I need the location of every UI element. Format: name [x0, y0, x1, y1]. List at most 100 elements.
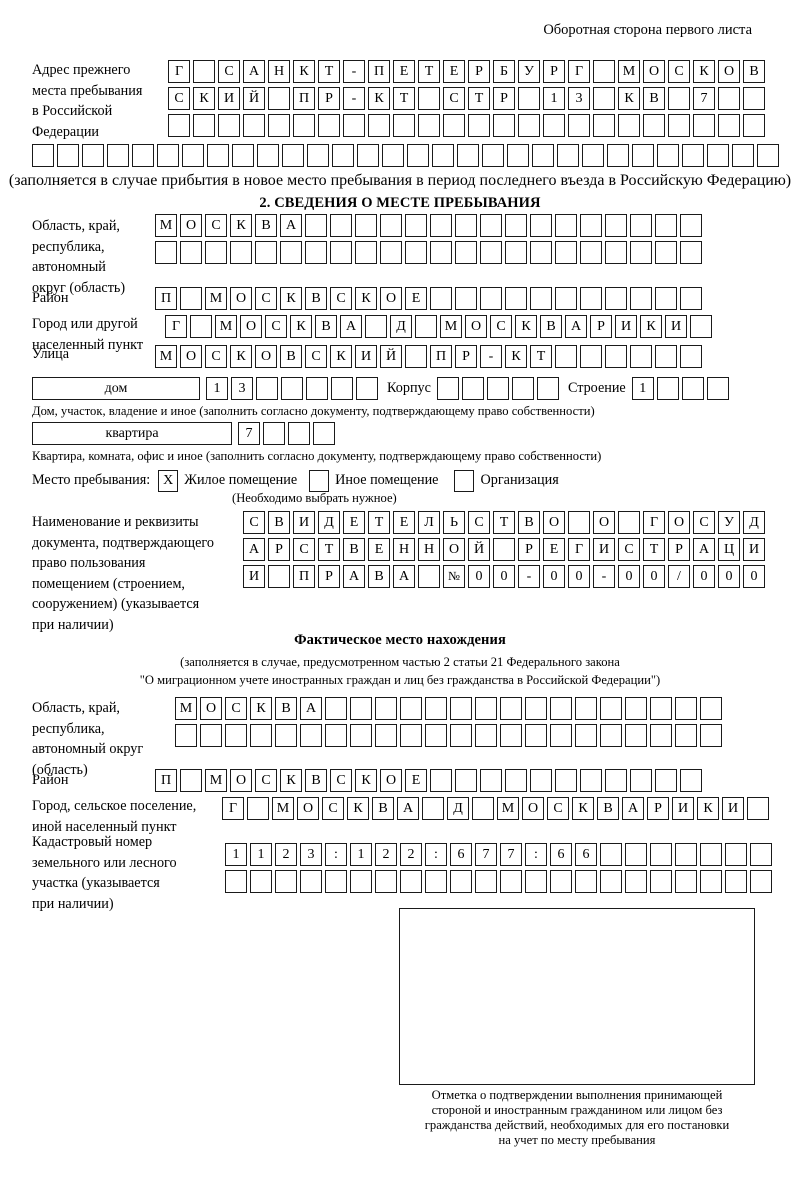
char-cell[interactable]: В	[743, 60, 765, 83]
char-cell[interactable]	[313, 422, 335, 445]
char-cell[interactable]	[675, 724, 697, 747]
char-cell[interactable]	[625, 697, 647, 720]
char-cell[interactable]: О	[380, 287, 402, 310]
char-cell[interactable]	[668, 87, 690, 110]
char-cell[interactable]: Л	[418, 511, 440, 534]
char-cell[interactable]: П	[155, 287, 177, 310]
char-cell[interactable]	[405, 241, 427, 264]
flat-number-cells[interactable]: 7	[238, 422, 338, 445]
char-cell[interactable]: С	[330, 287, 352, 310]
char-cell[interactable]	[375, 697, 397, 720]
char-cell[interactable]	[436, 377, 459, 400]
char-cell[interactable]: Р	[493, 87, 515, 110]
char-cell[interactable]	[555, 769, 577, 792]
char-cell[interactable]	[250, 724, 272, 747]
char-cell[interactable]: Т	[318, 60, 340, 83]
char-cell[interactable]: В	[518, 511, 540, 534]
char-cell[interactable]	[332, 144, 354, 167]
char-cell[interactable]	[455, 214, 477, 237]
char-cell[interactable]: П	[293, 565, 315, 588]
char-cell[interactable]: О	[230, 769, 252, 792]
char-cell[interactable]: М	[215, 315, 237, 338]
char-cell[interactable]: Г	[222, 797, 244, 820]
char-cell[interactable]: И	[665, 315, 687, 338]
flat-box-label[interactable]: квартира	[32, 422, 232, 445]
char-cell[interactable]	[325, 697, 347, 720]
char-cell[interactable]	[650, 870, 672, 893]
char-cell[interactable]	[230, 241, 252, 264]
char-cell[interactable]	[307, 144, 329, 167]
char-cell[interactable]: О	[255, 345, 277, 368]
char-cell[interactable]	[350, 870, 372, 893]
char-cell[interactable]	[400, 870, 422, 893]
char-cell[interactable]	[357, 144, 379, 167]
char-cell[interactable]	[268, 114, 290, 137]
char-cell[interactable]	[555, 287, 577, 310]
char-cell[interactable]	[618, 511, 640, 534]
char-cell[interactable]: С	[225, 697, 247, 720]
char-cell[interactable]	[555, 241, 577, 264]
char-cell[interactable]	[380, 241, 402, 264]
char-cell[interactable]: С	[205, 214, 227, 237]
char-cell[interactable]	[675, 697, 697, 720]
char-cell[interactable]	[275, 724, 297, 747]
char-cell[interactable]	[255, 241, 277, 264]
char-cell[interactable]	[475, 870, 497, 893]
char-cell[interactable]: А	[280, 214, 302, 237]
char-cell[interactable]	[607, 144, 629, 167]
char-cell[interactable]	[480, 241, 502, 264]
char-cell[interactable]: О	[380, 769, 402, 792]
char-cell[interactable]	[600, 843, 622, 866]
char-cell[interactable]	[343, 114, 365, 137]
char-cell[interactable]	[757, 144, 779, 167]
char-cell[interactable]	[350, 724, 372, 747]
char-cell[interactable]: 1	[225, 843, 247, 866]
char-cell[interactable]	[293, 114, 315, 137]
char-cell[interactable]	[107, 144, 129, 167]
char-cell[interactable]: К	[280, 769, 302, 792]
char-cell[interactable]	[575, 697, 597, 720]
char-cell[interactable]	[193, 60, 215, 83]
char-cell[interactable]	[250, 870, 272, 893]
char-cell[interactable]: С	[490, 315, 512, 338]
char-cell[interactable]: 1	[543, 87, 565, 110]
char-cell[interactable]	[330, 241, 352, 264]
char-cell[interactable]: -	[518, 565, 540, 588]
char-cell[interactable]	[500, 870, 522, 893]
char-cell[interactable]	[57, 144, 79, 167]
char-cell[interactable]: Д	[743, 511, 765, 534]
char-cell[interactable]	[430, 214, 452, 237]
char-cell[interactable]	[281, 377, 303, 400]
char-cell[interactable]: П	[155, 769, 177, 792]
char-cell[interactable]	[455, 769, 477, 792]
char-cell[interactable]: С	[293, 538, 315, 561]
char-cell[interactable]: М	[155, 214, 177, 237]
char-cell[interactable]	[550, 870, 572, 893]
char-cell[interactable]: 6	[450, 843, 472, 866]
char-cell[interactable]: В	[268, 511, 290, 534]
char-cell[interactable]	[680, 345, 702, 368]
char-cell[interactable]	[530, 287, 552, 310]
stay-type-checkbox-organization[interactable]	[454, 469, 475, 492]
char-cell[interactable]: Т	[643, 538, 665, 561]
cadastral-row-2[interactable]	[225, 870, 775, 893]
char-cell[interactable]: С	[218, 60, 240, 83]
char-cell[interactable]	[655, 287, 677, 310]
char-cell[interactable]	[668, 114, 690, 137]
char-cell[interactable]	[555, 214, 577, 237]
char-cell[interactable]	[425, 870, 447, 893]
char-cell[interactable]	[190, 315, 212, 338]
char-cell[interactable]	[656, 377, 679, 400]
char-cell[interactable]: 2	[275, 843, 297, 866]
char-cell[interactable]	[525, 697, 547, 720]
char-cell[interactable]: С	[330, 769, 352, 792]
char-cell[interactable]: 3	[231, 377, 253, 400]
char-cell[interactable]: Г	[568, 60, 590, 83]
char-cell[interactable]	[330, 214, 352, 237]
char-cell[interactable]	[532, 144, 554, 167]
char-cell[interactable]	[530, 769, 552, 792]
